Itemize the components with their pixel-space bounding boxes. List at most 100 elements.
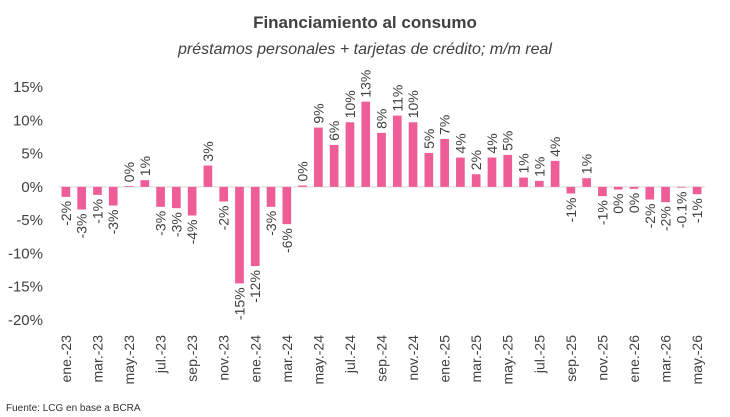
bar — [282, 186, 292, 225]
x-tick-label: jul.-23 — [153, 335, 169, 374]
bar — [77, 186, 87, 210]
data-label: 2% — [468, 150, 484, 170]
x-tick-label: mar.-25 — [468, 335, 484, 383]
data-label: -4% — [184, 219, 200, 244]
bar — [156, 186, 165, 207]
chart-title: Financiamiento al consumo — [253, 13, 477, 32]
y-tick-label: -5% — [16, 212, 43, 229]
data-label: -3% — [263, 211, 279, 236]
bar — [692, 186, 702, 195]
bar — [345, 122, 355, 187]
bar — [219, 186, 229, 202]
bar — [519, 177, 528, 187]
data-label: -1% — [689, 198, 705, 223]
data-label: -3% — [74, 213, 90, 238]
x-tick-label: ene.-23 — [58, 335, 74, 383]
bars — [61, 101, 702, 284]
data-label: 8% — [374, 109, 390, 129]
data-label: 6% — [326, 121, 342, 141]
bar — [661, 186, 670, 203]
y-tick-label: 15% — [13, 79, 43, 96]
bar — [298, 185, 307, 187]
data-label: 4% — [452, 133, 468, 153]
bar — [582, 178, 591, 187]
data-label: 9% — [310, 103, 326, 123]
chart-subtitle: préstamos personales + tarjetas de crédi… — [177, 41, 552, 58]
y-tick-label: 5% — [21, 146, 43, 163]
y-axis: -20% -15% -10% -5% 0% 5% 10% 15% — [8, 79, 43, 329]
bar — [235, 186, 244, 284]
data-label: -2% — [642, 204, 658, 229]
data-label: -3% — [153, 211, 169, 236]
bar — [203, 165, 213, 187]
y-tick-label: -10% — [8, 245, 43, 262]
data-label: 0% — [295, 161, 311, 181]
x-tick-label: sep.-25 — [563, 335, 579, 382]
x-tick-label: may.-23 — [121, 335, 137, 385]
x-tick-label: sep.-24 — [374, 335, 390, 382]
x-tick-label: sep.-23 — [184, 335, 200, 382]
data-label: -1% — [89, 199, 105, 224]
bar — [440, 138, 449, 187]
bar — [392, 115, 402, 187]
y-tick-label: -20% — [8, 312, 43, 329]
data-label: 1% — [579, 154, 595, 174]
bar — [61, 186, 71, 197]
y-tick-label: 10% — [13, 112, 43, 129]
bar — [361, 101, 371, 187]
x-tick-label: nov.-23 — [216, 335, 232, 381]
bar — [329, 144, 339, 187]
x-tick-label: may.-26 — [689, 335, 705, 385]
data-label: -0.1% — [673, 192, 689, 229]
data-label: -2% — [58, 201, 74, 226]
bar — [471, 174, 481, 187]
x-tick-label: mar.-23 — [89, 335, 105, 383]
bar — [645, 186, 655, 200]
bar — [598, 186, 607, 197]
x-tick-label: jul.-24 — [342, 335, 358, 374]
data-label: 5% — [500, 131, 516, 151]
x-tick-label: ene.-25 — [437, 335, 453, 383]
data-label: 1% — [531, 157, 547, 177]
data-label: 4% — [484, 133, 500, 153]
y-tick-label: 0% — [21, 179, 43, 196]
x-tick-label: may.-25 — [500, 335, 516, 385]
data-label: 7% — [437, 115, 453, 135]
x-tick-label: ene.-26 — [626, 335, 642, 383]
bar — [314, 127, 323, 187]
bar — [93, 186, 102, 195]
data-label: -2% — [216, 206, 232, 231]
y-tick-label: -15% — [8, 279, 43, 296]
bar — [566, 186, 576, 194]
data-label: -1% — [594, 200, 610, 225]
data-label: 1% — [137, 156, 153, 176]
data-label: 1% — [516, 153, 532, 173]
data-labels: -2%-3%-1% -3%0% 1%-3% -3% -4%3%-2%-15%-12%-3… — [58, 70, 705, 320]
data-label: 4% — [547, 137, 563, 157]
data-label: 0% — [121, 162, 137, 182]
data-label: -3% — [168, 212, 184, 237]
x-tick-label: mar.-24 — [279, 335, 295, 383]
data-label: 10% — [342, 90, 358, 118]
bar — [108, 186, 118, 206]
data-label: 0% — [626, 193, 642, 213]
x-axis: ene.-23 mar.-23 may.-23 jul.-23 sep.-23 nov.-… — [58, 335, 705, 385]
data-label: 0% — [610, 194, 626, 214]
bar — [187, 186, 197, 216]
data-label: -15% — [231, 287, 247, 320]
source-note: Fuente: LCG en base a BCRA — [6, 403, 141, 414]
data-label: -3% — [105, 209, 121, 234]
x-tick-label: nov.-25 — [594, 335, 610, 381]
data-label: -1% — [563, 198, 579, 223]
bar — [140, 180, 150, 187]
x-tick-label: ene.-24 — [247, 335, 263, 383]
bar — [266, 186, 276, 207]
bar — [172, 186, 181, 209]
bar — [250, 186, 260, 267]
data-label: -2% — [658, 206, 674, 231]
x-tick-label: jul.-25 — [531, 335, 547, 374]
bar — [408, 122, 418, 187]
bar — [124, 186, 134, 187]
bar — [613, 186, 623, 190]
